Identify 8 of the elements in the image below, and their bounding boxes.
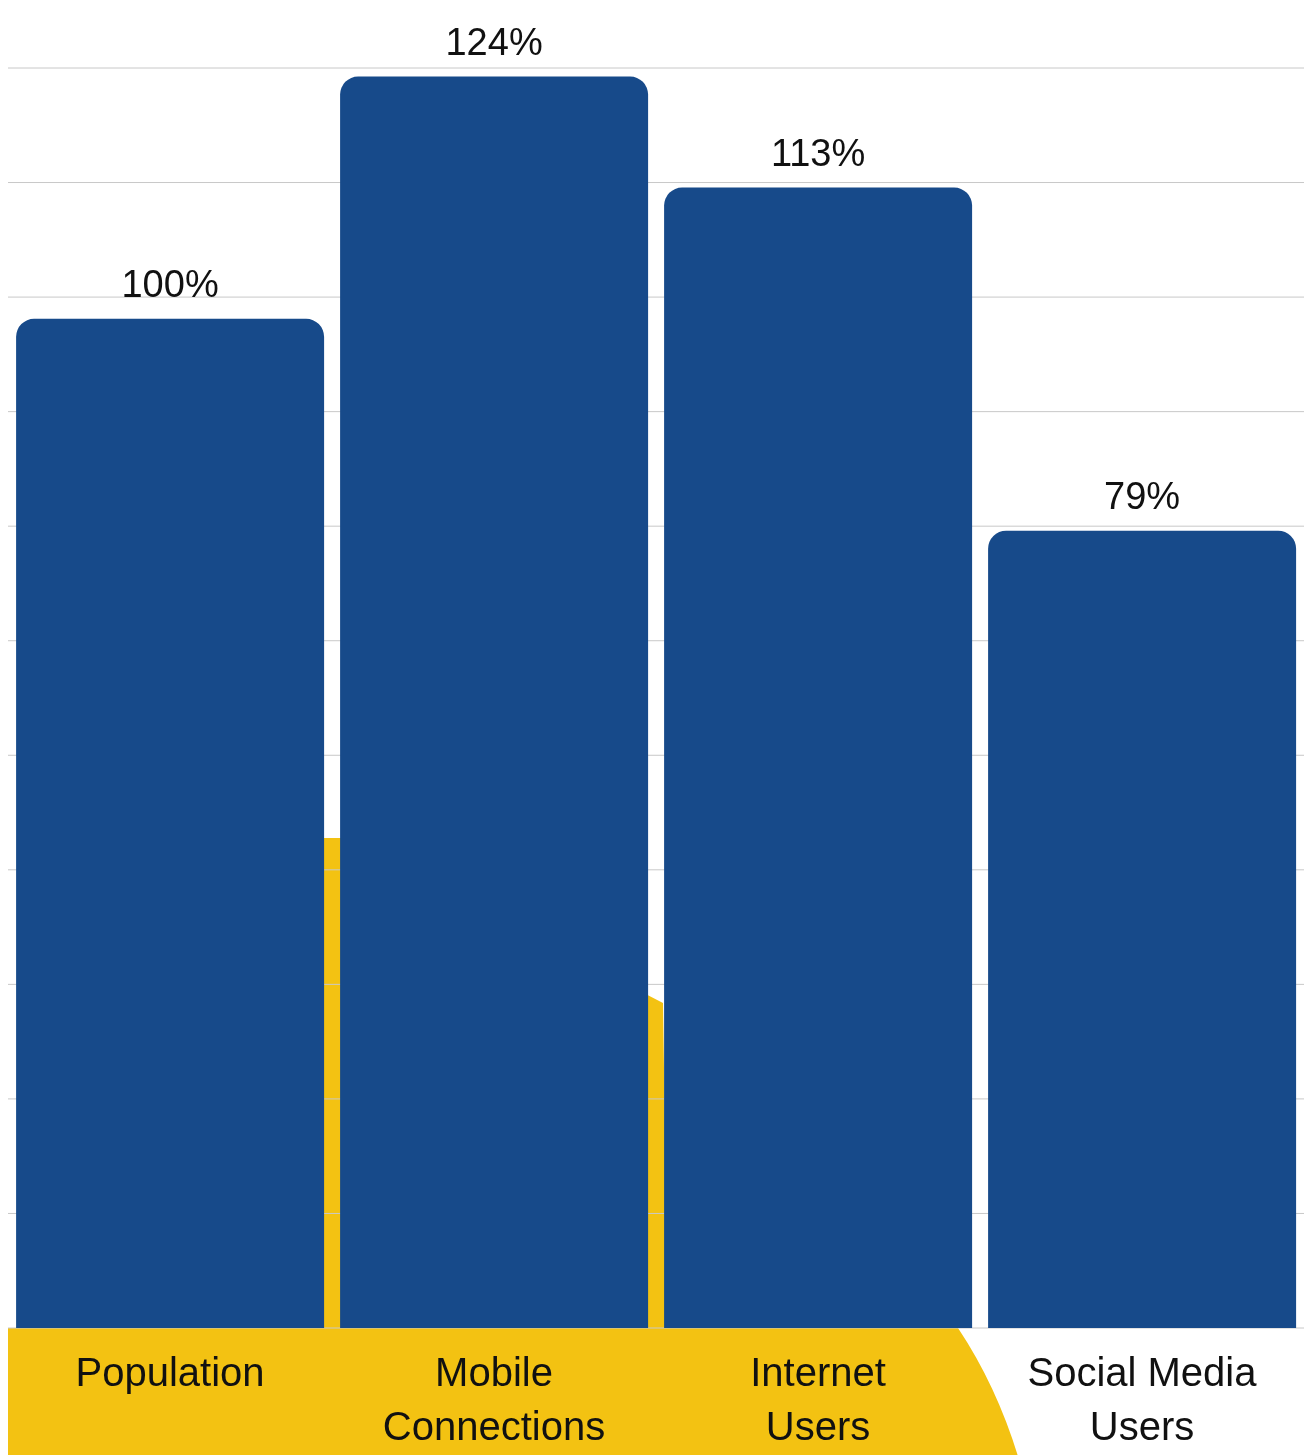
x-tick-label: Internet Users xyxy=(750,1350,886,1448)
data-label: 113% xyxy=(770,131,866,174)
x-tick-label: Population xyxy=(75,1350,265,1394)
x-tick-label: Social Media Users xyxy=(1027,1350,1258,1448)
data-label: 124% xyxy=(445,20,543,63)
data-label: 100% xyxy=(121,262,219,305)
data-label: 79% xyxy=(1104,474,1181,517)
x-tick-label: Mobile Connections xyxy=(382,1350,606,1448)
